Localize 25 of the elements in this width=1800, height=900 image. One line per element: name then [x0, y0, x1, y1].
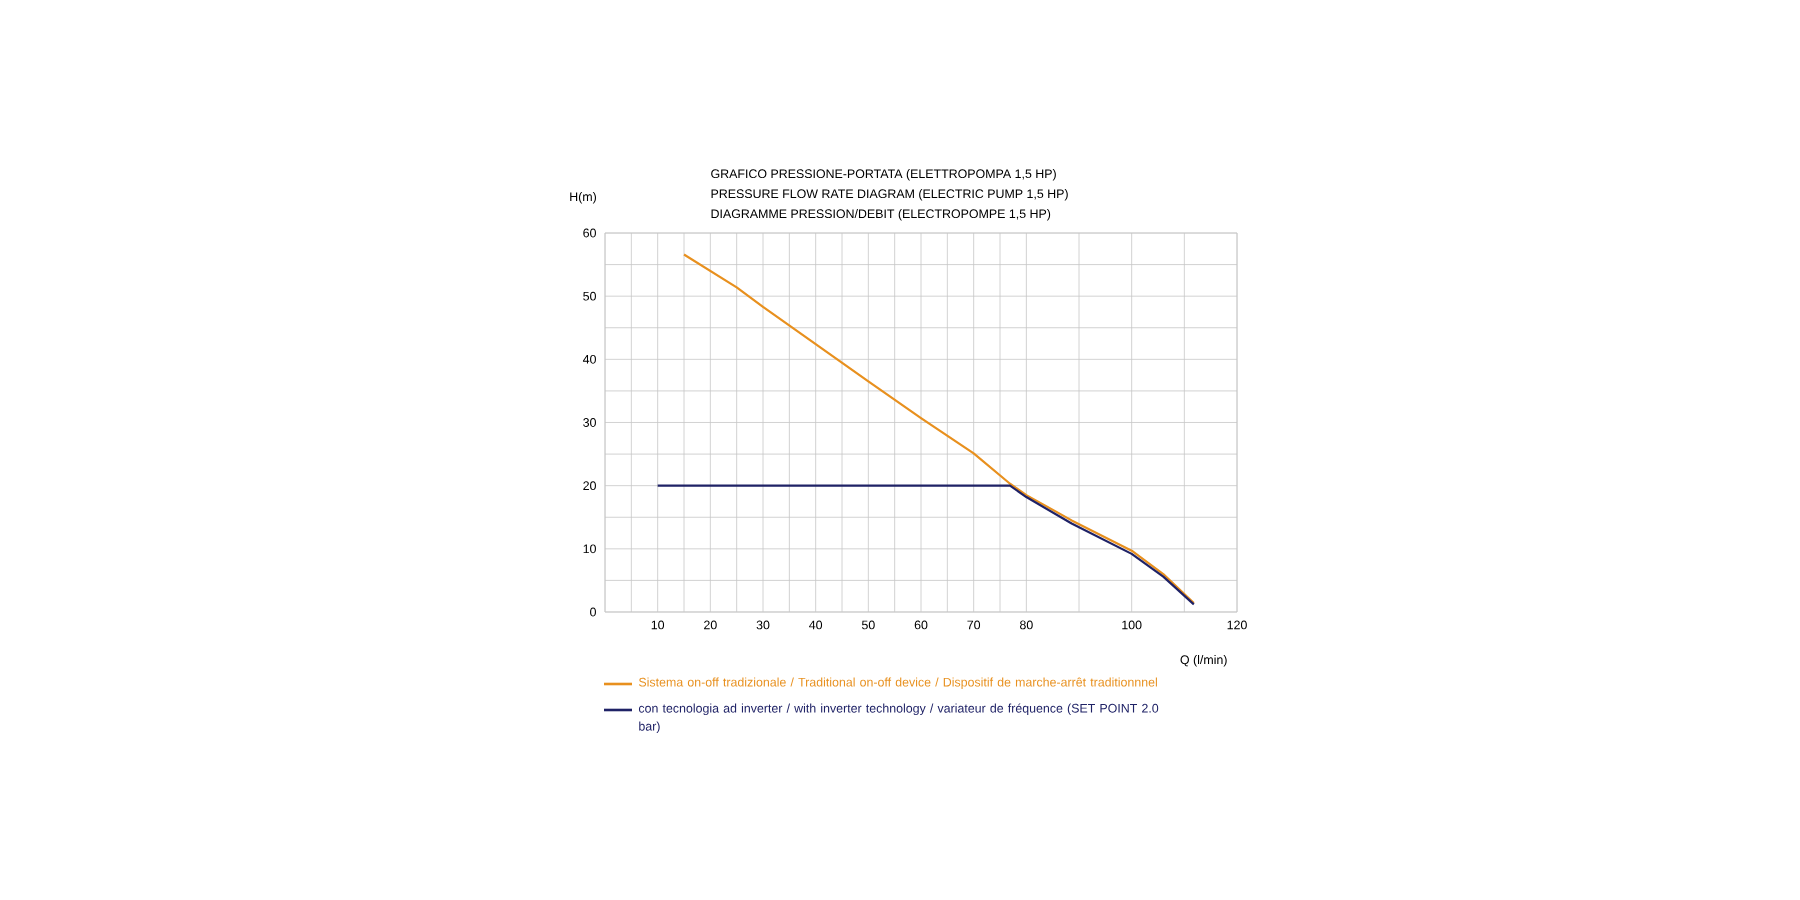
- chart-title: GRAFICO PRESSIONE-PORTATA (ELETTROPOMPA 1,5 HP): [711, 169, 1056, 181]
- text: DIAGRAMME PRESSION/DEBIT (ELECTROPOMPE 1,5 HP): [711, 209, 1051, 221]
- x-tick-label: 30: [756, 620, 770, 630]
- x-tick-label: 80: [1019, 620, 1033, 630]
- legend-label: Sistema on-off tradizionale / Traditional on-off device / Dispositif de marche-arrêt traditionnnel: [638, 677, 1157, 689]
- x-tick-label: 20: [704, 620, 717, 630]
- x-tick-label: 40: [809, 620, 823, 630]
- y-tick-label: 50: [583, 291, 596, 301]
- x-tick-label: 100: [1122, 620, 1142, 630]
- chart-subtitle: PRESSURE FLOW RATE DIAGRAM (ELECTRIC PUMP 1,5 HP): [711, 189, 1068, 201]
- y-axis-title: H(m): [570, 192, 596, 204]
- y-tick-label: 20: [583, 481, 596, 491]
- y-tick-label: 0: [590, 607, 596, 617]
- y-tick-label: 40: [582, 354, 596, 364]
- x-tick-label: 50: [861, 620, 875, 630]
- y-tick-label: 60: [583, 228, 596, 238]
- x-tick-label: 70: [967, 620, 981, 630]
- x-axis-title: Q (l/min): [1180, 655, 1227, 667]
- legend-label: con tecnologia ad inverter / with inverter technology / variateur de fréquence (SET POINT 2.0 bar): [638, 703, 1159, 734]
- x-tick-label: 60: [914, 620, 928, 630]
- line-series: [656, 484, 1195, 606]
- x-tick-label: 10: [651, 620, 665, 630]
- y-tick-label: 30: [583, 418, 596, 427]
- y-tick-label: 10: [583, 544, 596, 554]
- x-tick-label: 120: [1227, 620, 1247, 630]
